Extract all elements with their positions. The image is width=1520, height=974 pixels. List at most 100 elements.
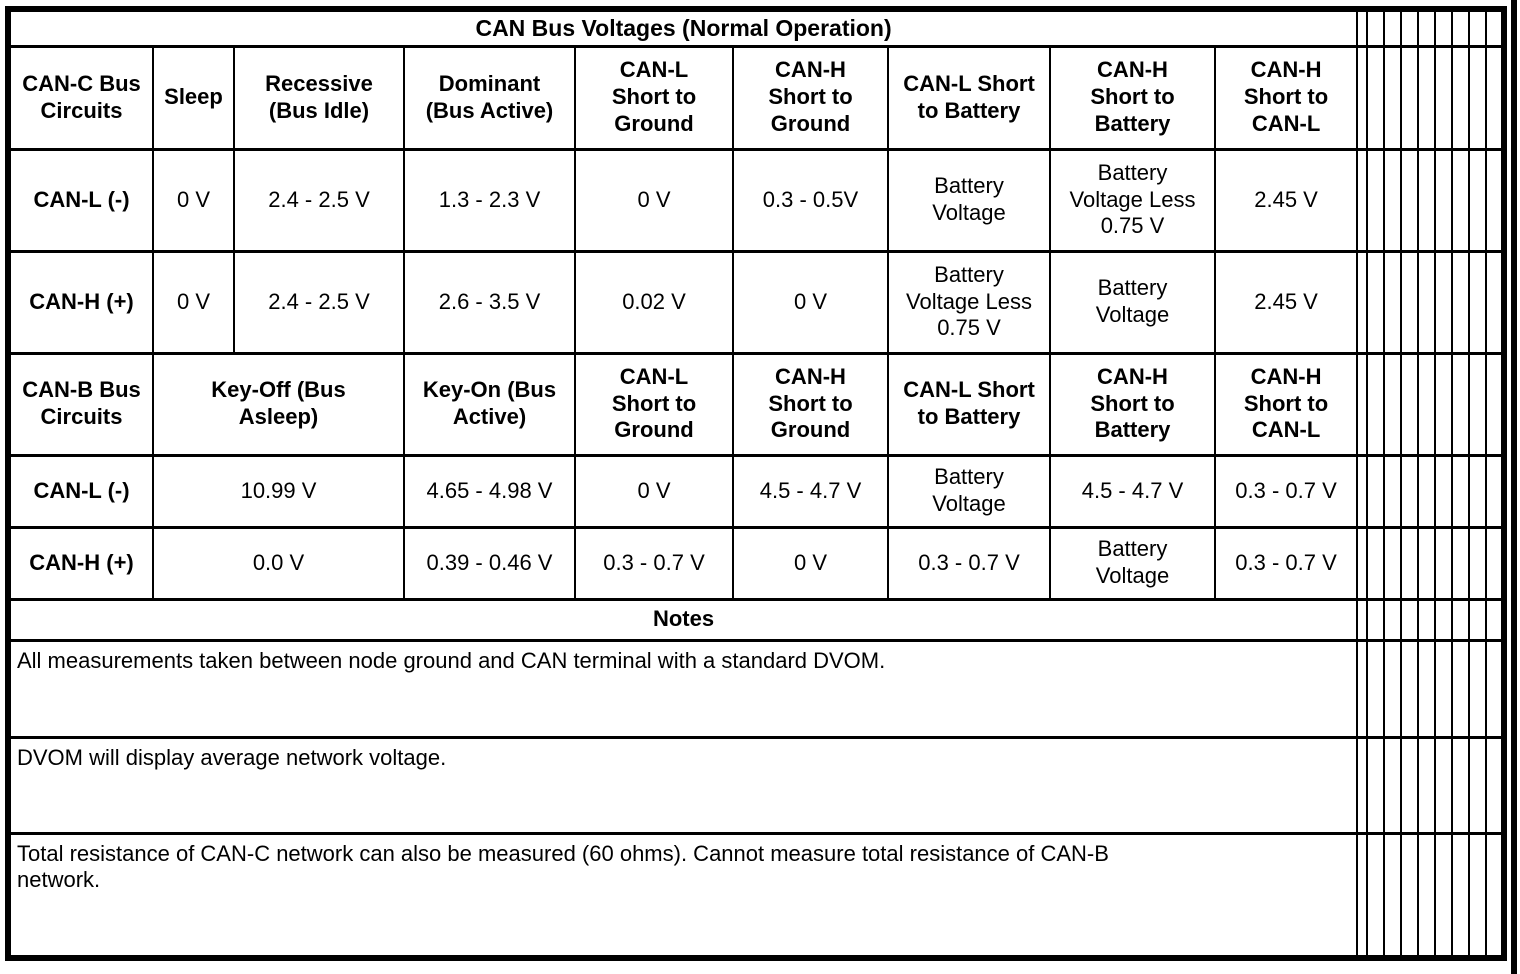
empty-cell [1383, 7, 1403, 48]
empty-cell [1366, 735, 1386, 835]
can-c-header-cell: CAN-L Short to Battery [887, 44, 1051, 151]
note-text: Total resistance of CAN-C network can al… [6, 831, 1359, 960]
value-cell: 0.3 - 0.7 V [1213, 453, 1359, 529]
empty-cell [1417, 7, 1437, 48]
can-b-header-cell: CAN-B Bus Circuits [7, 351, 154, 457]
empty-cell [1366, 249, 1386, 355]
empty-cell [1417, 525, 1437, 601]
empty-cell [1356, 525, 1369, 601]
empty-cell [1366, 638, 1386, 739]
empty-cell [1383, 597, 1403, 642]
empty-cell [1400, 44, 1420, 151]
row-label: CAN-L (-) [7, 147, 154, 253]
empty-cell [1485, 44, 1506, 151]
voltage-table-container: CAN Bus Voltages (Normal Operation) CAN-… [5, 6, 1508, 961]
empty-cell [1451, 453, 1471, 529]
empty-cell [1468, 7, 1488, 48]
empty-cell [1485, 453, 1506, 529]
empty-cell [1485, 351, 1506, 457]
value-cell: 0 V [152, 249, 235, 355]
can-b-header-cell: CAN-L Short to Ground [574, 351, 734, 457]
value-cell: 2.4 - 2.5 V [233, 147, 405, 253]
title-row: CAN Bus Voltages (Normal Operation) [6, 7, 1506, 48]
can-c-header-cell: Dominant (Bus Active) [403, 44, 576, 151]
empty-cell [1366, 831, 1386, 960]
value-cell: Battery Voltage Less 0.75 V [887, 249, 1051, 355]
can-b-header-cell: Key-On (Bus Active) [403, 351, 576, 457]
value-cell: 2.4 - 2.5 V [233, 249, 405, 355]
table-title: CAN Bus Voltages (Normal Operation) [6, 7, 1359, 48]
empty-cell [1485, 249, 1506, 355]
value-cell: 0 V [574, 147, 734, 253]
value-cell: 0.3 - 0.7 V [1213, 525, 1359, 601]
notes-header-row: Notes [6, 597, 1506, 642]
empty-cell [1485, 597, 1506, 642]
empty-cell [1451, 831, 1471, 960]
can-c-header-cell: CAN-H Short to Battery [1049, 44, 1216, 151]
empty-cell [1356, 147, 1369, 253]
can-c-header-cell: Sleep [152, 44, 235, 151]
empty-cell [1356, 597, 1369, 642]
empty-cell [1366, 597, 1386, 642]
empty-cell [1434, 44, 1454, 151]
value-cell: 4.5 - 4.7 V [1049, 453, 1216, 529]
empty-cell [1434, 831, 1454, 960]
empty-cell [1417, 249, 1437, 355]
empty-cell [1434, 453, 1454, 529]
empty-cell [1417, 638, 1437, 739]
note-text: DVOM will display average network voltag… [6, 735, 1359, 835]
empty-cell [1366, 44, 1386, 151]
empty-cell [1366, 453, 1386, 529]
empty-cell [1356, 44, 1369, 151]
empty-cell [1400, 638, 1420, 739]
can-c-header-row: CAN-C Bus Circuits Sleep Recessive (Bus … [7, 44, 1506, 151]
note-text: All measurements taken between node grou… [6, 638, 1359, 739]
empty-cell [1451, 638, 1471, 739]
can-bus-voltage-table: CAN Bus Voltages (Normal Operation) CAN-… [5, 6, 1508, 961]
can-c-header-cell: CAN-H Short to Ground [732, 44, 889, 151]
empty-cell [1356, 453, 1369, 529]
empty-cell [1400, 453, 1420, 529]
empty-cell [1417, 735, 1437, 835]
empty-cell [1451, 735, 1471, 835]
value-cell: 1.3 - 2.3 V [403, 147, 576, 253]
value-cell: 0.39 - 0.46 V [403, 525, 576, 601]
value-cell: Battery Voltage [1049, 525, 1216, 601]
empty-cell [1468, 831, 1488, 960]
value-cell: 10.99 V [152, 453, 405, 529]
empty-cell [1417, 44, 1437, 151]
empty-cell [1468, 597, 1488, 642]
empty-cell [1383, 453, 1403, 529]
empty-cell [1383, 351, 1403, 457]
can-c-can-l-row: CAN-L (-) 0 V 2.4 - 2.5 V 1.3 - 2.3 V 0 … [7, 147, 1506, 253]
empty-cell [1366, 147, 1386, 253]
empty-cell [1417, 453, 1437, 529]
empty-cell [1468, 453, 1488, 529]
empty-cell [1434, 638, 1454, 739]
empty-cell [1400, 831, 1420, 960]
value-cell: 0.0 V [152, 525, 405, 601]
can-c-header-cell: CAN-H Short to CAN-L [1213, 44, 1359, 151]
empty-cell [1400, 7, 1420, 48]
note-row: All measurements taken between node grou… [6, 638, 1506, 739]
value-cell: Battery Voltage Less 0.75 V [1049, 147, 1216, 253]
empty-cell [1468, 735, 1488, 835]
empty-cell [1451, 597, 1471, 642]
can-b-header-cell: Key-Off (Bus Asleep) [152, 351, 405, 457]
value-cell: 4.65 - 4.98 V [403, 453, 576, 529]
empty-cell [1400, 735, 1420, 835]
empty-cell [1434, 525, 1454, 601]
value-cell: 0 V [152, 147, 235, 253]
value-cell: 0.3 - 0.5V [732, 147, 889, 253]
value-cell: Battery Voltage [887, 147, 1051, 253]
empty-cell [1434, 7, 1454, 48]
empty-cell [1485, 638, 1506, 739]
empty-cell [1383, 638, 1403, 739]
value-cell: 0.02 V [574, 249, 734, 355]
value-cell: 2.45 V [1213, 249, 1359, 355]
empty-cell [1383, 44, 1403, 151]
empty-cell [1356, 735, 1369, 835]
page-edge-line [1511, 0, 1517, 974]
empty-cell [1468, 249, 1488, 355]
empty-cell [1485, 525, 1506, 601]
